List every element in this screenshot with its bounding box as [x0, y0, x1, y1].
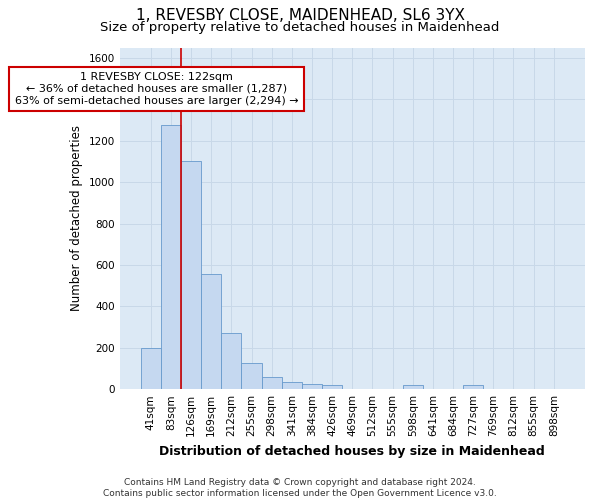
- Bar: [201, 274, 221, 389]
- Y-axis label: Number of detached properties: Number of detached properties: [70, 126, 83, 312]
- Bar: [322, 386, 342, 389]
- Bar: [181, 162, 201, 389]
- Text: Size of property relative to detached houses in Maidenhead: Size of property relative to detached ho…: [100, 21, 500, 34]
- Text: 1, REVESBY CLOSE, MAIDENHEAD, SL6 3YX: 1, REVESBY CLOSE, MAIDENHEAD, SL6 3YX: [136, 8, 464, 22]
- Bar: [403, 386, 423, 389]
- Bar: [262, 377, 282, 389]
- Bar: [161, 125, 181, 389]
- Bar: [282, 382, 302, 389]
- X-axis label: Distribution of detached houses by size in Maidenhead: Distribution of detached houses by size …: [160, 444, 545, 458]
- Bar: [221, 334, 241, 389]
- Bar: [463, 385, 483, 389]
- Bar: [241, 364, 262, 389]
- Bar: [141, 348, 161, 389]
- Bar: [302, 384, 322, 389]
- Text: Contains HM Land Registry data © Crown copyright and database right 2024.
Contai: Contains HM Land Registry data © Crown c…: [103, 478, 497, 498]
- Text: 1 REVESBY CLOSE: 122sqm
← 36% of detached houses are smaller (1,287)
63% of semi: 1 REVESBY CLOSE: 122sqm ← 36% of detache…: [15, 72, 299, 106]
